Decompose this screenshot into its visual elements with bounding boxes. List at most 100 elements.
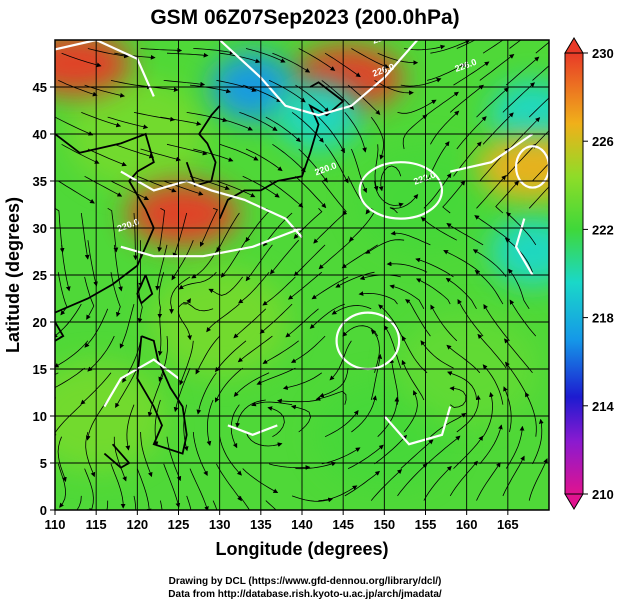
streamline	[242, 175, 280, 198]
contour-line	[120, 226, 303, 258]
streamline	[115, 367, 138, 408]
streamline	[347, 84, 381, 115]
streamline	[55, 303, 82, 338]
streamline	[318, 485, 358, 501]
streamline	[383, 325, 402, 369]
streamline	[453, 61, 490, 86]
streamline	[173, 367, 191, 413]
streamline	[351, 48, 390, 69]
streamline	[532, 162, 549, 182]
x-tick-label: 125	[168, 517, 190, 532]
streamline	[295, 84, 330, 113]
contour-line	[227, 424, 278, 436]
streamline	[265, 500, 277, 510]
y-axis-ticks: 0 5 10 15 20 25 30 35 40 45	[33, 80, 55, 518]
streamline	[216, 212, 240, 253]
grid-lines	[55, 40, 549, 510]
streamline	[374, 434, 408, 465]
streamline	[84, 276, 95, 320]
streamline	[402, 335, 428, 374]
streamline	[186, 495, 192, 510]
streamline	[262, 276, 296, 306]
streamline	[219, 436, 242, 476]
streamline	[456, 395, 481, 433]
streamline	[140, 47, 183, 53]
streamline	[319, 368, 349, 398]
streamline	[423, 465, 452, 501]
streamline	[265, 116, 301, 143]
y-axis-label: Latitude (degrees)	[3, 197, 23, 353]
streamline	[237, 335, 273, 363]
streamline	[55, 207, 65, 253]
streamline	[206, 303, 240, 333]
streamline	[532, 418, 544, 465]
streamline	[389, 358, 399, 405]
streamline	[370, 469, 403, 501]
streamline	[208, 276, 244, 296]
streamline	[55, 116, 94, 136]
streamline	[401, 359, 425, 401]
streamline	[172, 212, 188, 258]
streamline	[137, 175, 177, 193]
streamline	[509, 299, 537, 337]
streamline	[87, 148, 127, 167]
streamline	[291, 495, 333, 503]
streamline	[430, 304, 458, 342]
streamline	[423, 91, 459, 118]
streamline	[189, 468, 209, 510]
contour-line	[120, 170, 303, 239]
streamline	[206, 399, 214, 446]
streamline	[106, 500, 109, 510]
streamline	[374, 80, 414, 96]
streamline	[505, 425, 525, 469]
streamline	[61, 143, 100, 164]
streamline	[160, 116, 202, 126]
streamline	[277, 398, 319, 404]
streamline	[196, 372, 217, 415]
streamline	[377, 396, 400, 437]
streamline	[84, 468, 94, 510]
streamline	[166, 436, 182, 482]
streamline	[321, 447, 361, 465]
streamline	[272, 52, 311, 73]
streamline	[166, 143, 208, 156]
x-tick-label: 150	[373, 517, 395, 532]
streamline	[405, 299, 431, 337]
coastline-5	[55, 321, 65, 342]
streamline	[268, 80, 306, 103]
colorbar-tick-label: 230	[592, 46, 614, 61]
streamline	[341, 244, 378, 269]
streamline	[110, 272, 121, 318]
y-tick-label: 10	[33, 409, 47, 424]
streamline	[446, 344, 481, 374]
figure-title: GSM 06Z07Sep2023 (200.0hPa)	[150, 6, 459, 29]
streamline	[212, 500, 218, 510]
x-tick-label: 130	[209, 517, 231, 532]
streamline	[291, 112, 324, 143]
streamline	[58, 80, 98, 97]
x-tick-label: 160	[456, 517, 478, 532]
colorbar-tick-label: 222	[592, 222, 614, 237]
streamline	[133, 495, 137, 510]
coastline-6	[103, 443, 131, 469]
colorbar-tick-label: 226	[592, 134, 614, 149]
streamline	[342, 325, 379, 337]
streamline	[113, 244, 123, 292]
wind-streamlines	[55, 40, 549, 510]
contour-closed	[358, 161, 444, 220]
streamline	[107, 116, 149, 130]
warm-anomaly-6	[477, 134, 549, 199]
streamline	[348, 208, 376, 242]
streamline	[415, 257, 454, 278]
streamline	[191, 244, 221, 279]
streamline	[456, 116, 487, 150]
x-axis-ticks: 110 115 120 125 130 135 140 145 150 155 160 165	[45, 510, 519, 532]
y-tick-label: 35	[33, 174, 47, 189]
streamline	[426, 63, 466, 81]
streamline	[503, 338, 533, 374]
streamline	[87, 48, 129, 59]
streamline	[216, 180, 256, 198]
coastline-3	[136, 274, 154, 305]
x-axis-label: Longitude (degrees)	[215, 539, 388, 559]
streamline	[426, 141, 450, 182]
